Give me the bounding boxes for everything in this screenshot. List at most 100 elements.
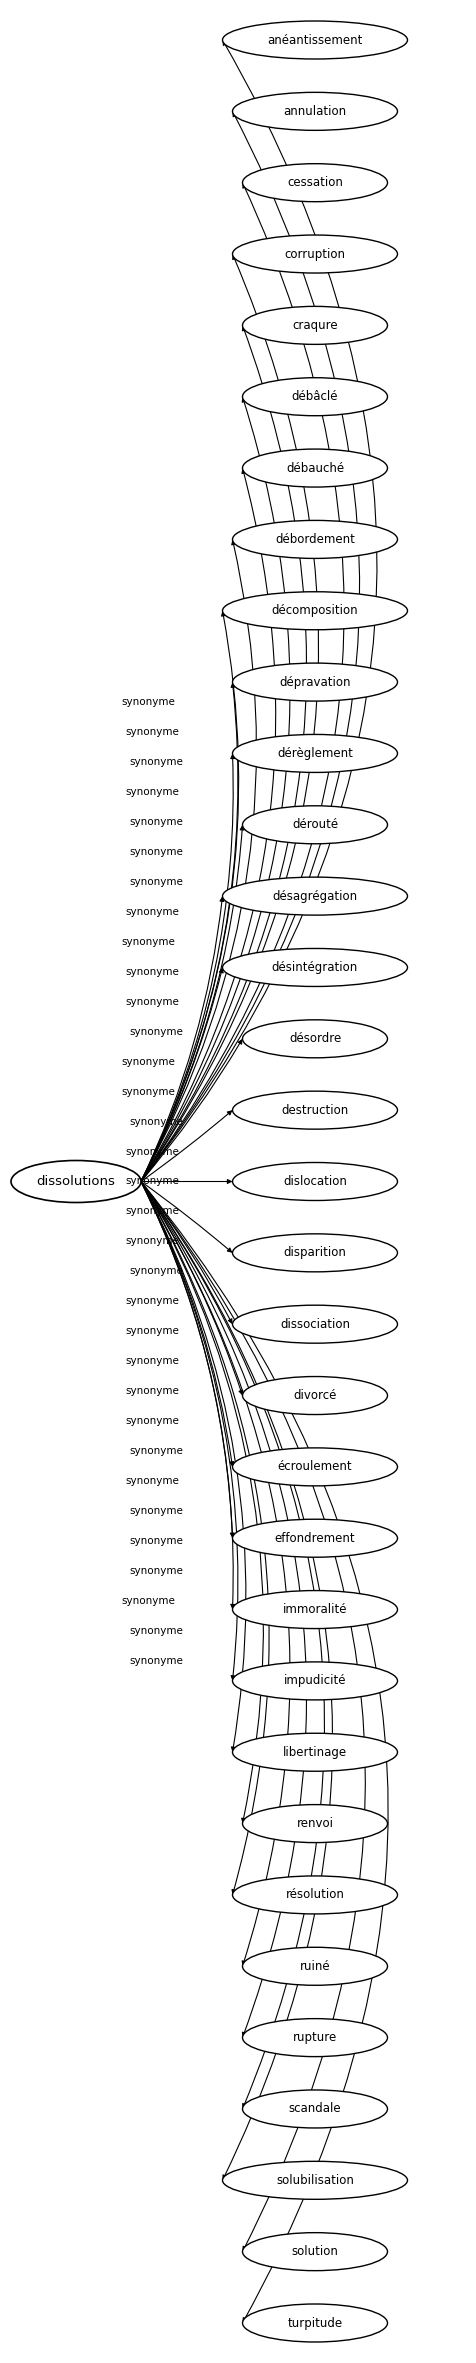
Ellipse shape (232, 1590, 397, 1628)
Text: synonyme: synonyme (130, 1026, 184, 1037)
Ellipse shape (232, 664, 397, 702)
Ellipse shape (232, 1732, 397, 1772)
FancyArrowPatch shape (141, 1182, 243, 1394)
Text: synonyme: synonyme (130, 818, 184, 827)
Ellipse shape (232, 1163, 397, 1200)
FancyArrowPatch shape (141, 1111, 231, 1182)
FancyArrowPatch shape (141, 1182, 246, 1751)
Ellipse shape (242, 378, 387, 416)
Text: synonyme: synonyme (121, 1595, 175, 1607)
Ellipse shape (242, 2089, 387, 2129)
Ellipse shape (222, 877, 407, 914)
Text: effondrement: effondrement (275, 1531, 355, 1545)
FancyArrowPatch shape (141, 1182, 290, 1966)
FancyArrowPatch shape (141, 1182, 307, 2037)
Text: synonyme: synonyme (126, 1477, 179, 1486)
FancyArrowPatch shape (141, 1182, 366, 2250)
Text: débâclé: débâclé (292, 390, 338, 404)
FancyArrowPatch shape (141, 827, 244, 1182)
FancyArrowPatch shape (141, 1182, 234, 1465)
Text: renvoi: renvoi (297, 1817, 334, 1829)
FancyArrowPatch shape (141, 969, 223, 1182)
Text: synonyme: synonyme (130, 1626, 184, 1635)
Ellipse shape (232, 1449, 397, 1486)
FancyArrowPatch shape (141, 397, 290, 1182)
Ellipse shape (242, 2018, 387, 2056)
Text: synonyme: synonyme (126, 1236, 179, 1245)
Text: dislocation: dislocation (283, 1174, 347, 1189)
FancyArrowPatch shape (141, 1182, 269, 1893)
Text: annulation: annulation (283, 104, 347, 118)
Text: ruiné: ruiné (300, 1959, 330, 1973)
Text: dissociation: dissociation (280, 1319, 350, 1330)
FancyArrowPatch shape (141, 1182, 232, 1323)
Ellipse shape (232, 234, 397, 274)
Text: dissolutions: dissolutions (37, 1174, 116, 1189)
Ellipse shape (222, 591, 407, 631)
Ellipse shape (242, 1805, 387, 1843)
FancyArrowPatch shape (141, 255, 318, 1182)
Text: synonyme: synonyme (126, 1415, 179, 1427)
Ellipse shape (242, 2233, 387, 2271)
Text: synonyme: synonyme (126, 1326, 179, 1337)
Text: synonyme: synonyme (121, 1087, 175, 1096)
Ellipse shape (242, 1378, 387, 1415)
FancyArrowPatch shape (141, 40, 377, 1182)
FancyArrowPatch shape (141, 470, 276, 1182)
Text: divorcé: divorcé (293, 1389, 337, 1401)
Ellipse shape (232, 1661, 397, 1699)
Text: désordre: désordre (289, 1033, 341, 1044)
Text: impudicité: impudicité (284, 1675, 346, 1687)
Text: synonyme: synonyme (126, 728, 179, 737)
Text: synonyme: synonyme (126, 997, 179, 1007)
Ellipse shape (232, 1876, 397, 1914)
Ellipse shape (232, 1519, 397, 1557)
Ellipse shape (232, 735, 397, 773)
Ellipse shape (11, 1160, 141, 1203)
Ellipse shape (222, 2162, 407, 2200)
Ellipse shape (242, 1021, 387, 1059)
Text: libertinage: libertinage (283, 1746, 347, 1758)
FancyArrowPatch shape (141, 1182, 325, 2108)
Text: synonyme: synonyme (130, 1656, 184, 1666)
Text: synonyme: synonyme (130, 1536, 184, 1545)
Text: débordement: débordement (275, 534, 355, 546)
Text: corruption: corruption (285, 248, 346, 260)
Ellipse shape (242, 1947, 387, 1985)
Text: synonyme: synonyme (130, 846, 184, 858)
FancyArrowPatch shape (141, 1182, 234, 1536)
Text: rupture: rupture (293, 2032, 337, 2044)
FancyArrowPatch shape (141, 1182, 263, 1822)
Text: dérouté: dérouté (292, 818, 338, 832)
Text: disparition: disparition (284, 1245, 347, 1259)
Ellipse shape (232, 92, 397, 130)
FancyArrowPatch shape (141, 541, 257, 1182)
Text: anéantissement: anéantissement (268, 33, 363, 47)
FancyArrowPatch shape (141, 326, 307, 1182)
FancyArrowPatch shape (141, 612, 238, 1182)
FancyArrowPatch shape (141, 754, 235, 1182)
Text: scandale: scandale (288, 2103, 341, 2115)
Text: synonyme: synonyme (130, 1267, 184, 1276)
Text: cessation: cessation (287, 177, 343, 189)
Text: synonyme: synonyme (126, 1387, 179, 1397)
Text: synonyme: synonyme (130, 1505, 184, 1517)
Text: solution: solution (292, 2245, 338, 2259)
Text: synonyme: synonyme (130, 1567, 184, 1576)
Ellipse shape (232, 1304, 397, 1342)
Text: synonyme: synonyme (126, 1356, 179, 1366)
FancyArrowPatch shape (141, 1182, 235, 1609)
Text: synonyme: synonyme (130, 1118, 184, 1127)
Ellipse shape (242, 2304, 387, 2342)
Text: destruction: destruction (281, 1104, 348, 1118)
Text: synonyme: synonyme (126, 907, 179, 917)
FancyArrowPatch shape (141, 1179, 231, 1184)
Text: synonyme: synonyme (126, 1297, 179, 1307)
Ellipse shape (242, 806, 387, 844)
Text: synonyme: synonyme (121, 1056, 175, 1066)
Text: décomposition: décomposition (272, 605, 358, 617)
Ellipse shape (242, 449, 387, 487)
Ellipse shape (242, 163, 387, 201)
Text: solubilisation: solubilisation (276, 2174, 354, 2186)
Text: synonyme: synonyme (126, 1146, 179, 1156)
